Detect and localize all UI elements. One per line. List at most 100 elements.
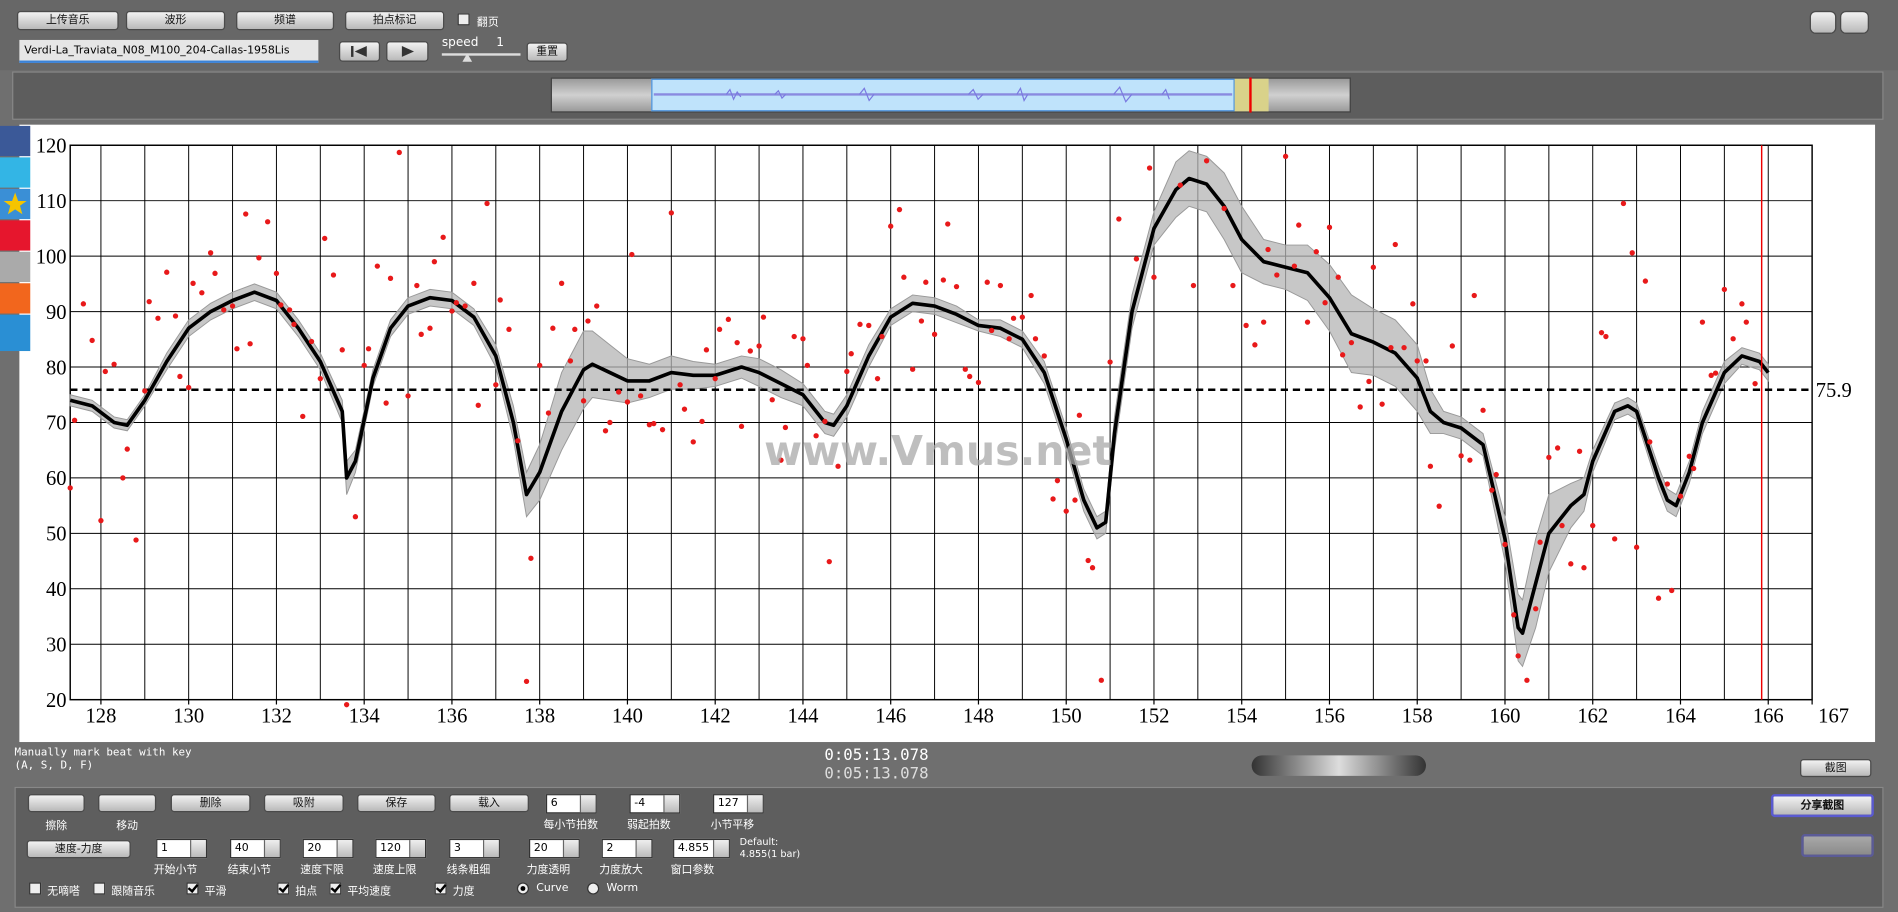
spinner[interactable]: 1 [156,838,207,859]
checkbox[interactable] [186,881,199,895]
spinner-arrows[interactable] [409,840,425,858]
y-tick-label: 80 [46,357,67,379]
spinner[interactable]: 20 [302,838,354,859]
file-name-input[interactable]: Verdi-La_Traviata_N08_M100_204-Callas-19… [19,39,319,63]
action-button[interactable]: 载入 [449,794,529,813]
beat-point [1265,246,1271,253]
beat-point [1348,339,1355,346]
facebook-icon[interactable] [0,125,31,157]
email-icon[interactable] [0,251,31,283]
toolbar-button[interactable]: 波形 [125,10,226,31]
spinner-arrows[interactable] [663,795,680,813]
more-icon[interactable] [0,283,31,314]
favorite-icon[interactable] [0,188,31,220]
home-button[interactable] [1809,10,1837,34]
slider-thumb[interactable] [462,53,473,62]
spinner[interactable]: 20 [528,838,580,859]
tool-button[interactable] [27,794,85,813]
tool-label: 擦除 [45,820,68,833]
beat-point [822,418,828,425]
spinner[interactable]: 3 [449,838,500,859]
beat-point [1642,278,1649,284]
beat-point [629,251,635,258]
radio[interactable] [587,882,600,895]
beat-point [637,393,644,399]
toolbar-button[interactable]: 拍点标记 [344,10,445,31]
spinner-arrows[interactable] [635,840,652,858]
spinner[interactable]: 40 [229,838,281,859]
weibo-icon[interactable] [0,220,31,251]
prev-button[interactable] [338,41,381,62]
tool-button[interactable] [98,794,157,813]
beat-point [1576,448,1583,454]
beat-point [975,379,982,386]
beat-point [440,234,446,240]
speed-slider[interactable] [441,53,521,56]
spinner-arrows[interactable] [482,840,499,858]
play-button[interactable] [386,41,429,62]
beat-point [1296,222,1302,228]
beat-point [515,438,521,444]
checkbox[interactable] [93,882,106,895]
spinner[interactable]: 4.855 [673,838,730,859]
spinner[interactable]: 6 [545,794,597,814]
beat-point [651,420,657,427]
action-button[interactable]: 保存 [357,794,436,813]
action-button[interactable]: 删除 [170,794,251,813]
beat-point [1304,319,1311,325]
x-tick-label: 156 [1314,706,1345,728]
volume-slider[interactable] [1251,755,1426,776]
page-turn-label: 翻页 [476,16,499,30]
action-button[interactable]: 吸附 [263,794,344,813]
reset-button[interactable]: 重置 [526,42,568,62]
checkbox[interactable] [329,881,342,895]
beat-point [607,419,613,426]
beat-point [1357,404,1363,410]
spinner-arrows[interactable] [336,840,353,858]
beat-point [146,298,152,305]
help-icon[interactable] [0,314,31,352]
beat-point [760,314,767,320]
spinner-arrows[interactable] [712,840,729,858]
share-button[interactable]: 分享截图 [1770,794,1874,818]
spinner-arrows[interactable] [579,795,596,813]
spinner-arrows[interactable] [190,840,206,858]
checkbox[interactable] [29,882,42,895]
beat-point [172,313,179,319]
radio[interactable] [516,882,529,895]
spinner-arrows[interactable] [263,840,280,858]
spinner[interactable]: -4 [629,794,681,814]
beat-point [449,308,455,314]
beat-point [1098,677,1104,683]
beat-point [1752,380,1758,387]
x-tick-label: 136 [437,706,468,728]
spinner-arrows[interactable] [562,840,579,858]
beat-point [967,373,973,380]
toolbar-button[interactable]: 上传音乐 [16,10,119,31]
checkbox[interactable] [277,881,290,895]
twitter-icon[interactable] [0,157,31,188]
beat-point [1322,300,1328,306]
fullscreen-button[interactable] [1839,10,1870,34]
option-label: 力度 [452,886,475,899]
spinner[interactable]: 127 [712,794,764,814]
check-mark [187,881,199,893]
beat-point [747,348,753,354]
checkbox[interactable] [434,881,447,895]
beat-point [646,422,653,428]
beat-point [1620,200,1627,207]
toolbar-button[interactable]: 频谱 [236,10,335,31]
spinner[interactable]: 120 [375,838,427,859]
checkbox[interactable] [457,13,470,26]
beat-point [984,279,990,285]
mode-button[interactable]: 速度-力度 [26,840,131,859]
screenshot-button[interactable]: 截图 [1800,758,1872,778]
x-tick-label: 138 [524,706,555,728]
beat-point [879,333,885,340]
beat-point [1177,182,1183,188]
spinner-arrows[interactable] [746,795,763,813]
beat-point [471,280,477,286]
chart: 20 30 40 50 60 70 80 90 100 110 120 128 130 132 134 136… [19,124,1876,743]
disabled-button [1801,834,1874,858]
spinner[interactable]: 2 [601,838,653,859]
